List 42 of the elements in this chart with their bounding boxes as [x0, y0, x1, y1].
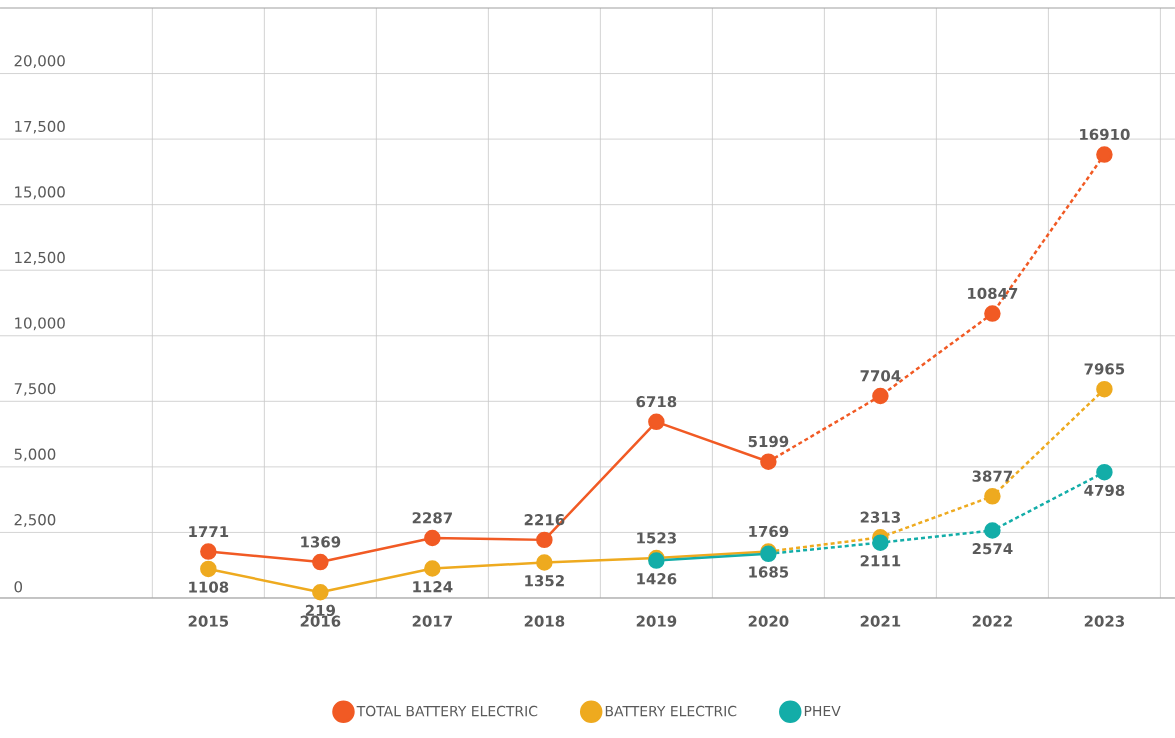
data-label: 2111: [860, 555, 901, 567]
data-label: 6718: [636, 396, 677, 408]
x-tick-label: 2017: [412, 615, 452, 627]
y-tick-label: 5,000: [14, 448, 56, 462]
x-tick-label: 2021: [860, 615, 901, 627]
data-label: 1769: [749, 525, 789, 538]
y-tick-label: 2,500: [14, 514, 56, 527]
data-label: 2574: [972, 543, 1013, 555]
y-tick-label: 0: [14, 581, 23, 593]
y-tick-label: 20,000: [14, 55, 65, 69]
data-label: 4798: [1084, 484, 1125, 496]
x-tick-label: 2019: [636, 615, 677, 627]
x-tick-label: 2023: [1084, 615, 1125, 627]
data-label: 10847: [968, 287, 1018, 300]
data-label: 1124: [413, 581, 453, 593]
y-tick-label: 10,000: [15, 317, 65, 331]
x-tick-label: 2016: [300, 615, 341, 627]
data-label: 2313: [860, 511, 900, 523]
y-tick-label: 17,500: [15, 120, 65, 134]
x-tick-label: 2022: [972, 615, 1012, 627]
data-label: 3877: [972, 470, 1012, 482]
legend-label: PHEV: [804, 705, 841, 717]
x-tick-label: 2015: [188, 615, 229, 627]
data-label: 7704: [860, 370, 901, 382]
y-tick-label: 15,000: [15, 186, 65, 200]
x-tick-label: 2018: [524, 615, 565, 627]
y-tick-label: 7,500: [14, 382, 56, 396]
y-tick-label: 12,500: [15, 251, 65, 265]
data-label: 1369: [301, 536, 341, 548]
data-label: 1108: [189, 581, 229, 593]
legend-label: TOTAL BATTERY ELECTRIC: [356, 705, 538, 717]
data-label: 1426: [637, 573, 677, 585]
data-label: 1523: [637, 532, 676, 544]
data-label: 7965: [1084, 363, 1125, 375]
x-tick-label: 2020: [748, 615, 789, 627]
data-label: 1771: [189, 526, 229, 538]
data-label: 2287: [412, 512, 452, 524]
data-label: 1352: [525, 575, 564, 587]
data-label: 5199: [748, 435, 789, 448]
data-label: 16910: [1080, 128, 1130, 141]
data-label: 1685: [749, 566, 789, 578]
legend-label: BATTERY ELECTRIC: [605, 705, 737, 717]
